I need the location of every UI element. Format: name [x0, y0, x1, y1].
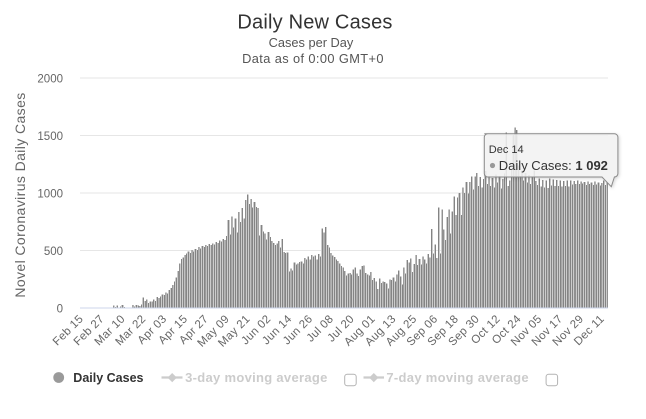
svg-text:3-day moving average: 3-day moving average — [185, 370, 328, 385]
svg-text:7-day moving average: 7-day moving average — [386, 370, 529, 385]
svg-text:Daily Cases: Daily Cases — [73, 371, 143, 385]
svg-text:0: 0 — [57, 304, 63, 316]
svg-text:Daily New Cases: Daily New Cases — [237, 12, 392, 34]
svg-text:Cases per Day: Cases per Day — [269, 35, 354, 50]
svg-text:500: 500 — [44, 246, 63, 258]
svg-text:Daily Cases: 1 092: Daily Cases: 1 092 — [499, 158, 608, 173]
svg-text:Data as of 0:00 GMT+0: Data as of 0:00 GMT+0 — [242, 51, 384, 66]
svg-text:1500: 1500 — [37, 131, 63, 143]
svg-text:1000: 1000 — [37, 189, 63, 201]
svg-text:2000: 2000 — [37, 74, 63, 86]
svg-text:Novel Coronavirus Daily Cases: Novel Coronavirus Daily Cases — [12, 92, 28, 297]
svg-text:Dec 14: Dec 14 — [489, 144, 524, 156]
